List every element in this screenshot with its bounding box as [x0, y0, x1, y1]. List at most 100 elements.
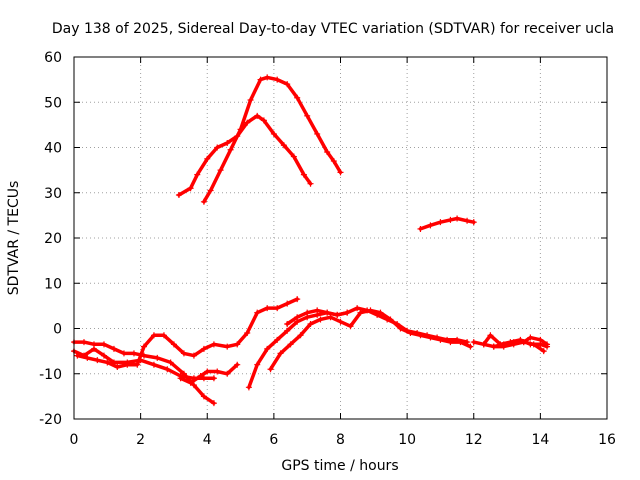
- data-point: [267, 366, 274, 373]
- data-point: [447, 216, 454, 223]
- data-point: [264, 345, 271, 352]
- data-point: [337, 318, 344, 325]
- data-point: [520, 339, 527, 346]
- data-point: [354, 305, 361, 312]
- grid: [74, 57, 607, 419]
- y-tick-label: 50: [44, 95, 62, 111]
- data-point: [80, 339, 87, 346]
- data-point: [114, 363, 121, 370]
- data-point: [270, 130, 277, 137]
- series-arc1: [175, 112, 314, 199]
- data-point: [417, 225, 424, 232]
- data-point: [190, 382, 197, 389]
- data-point: [210, 400, 217, 407]
- data-point: [254, 309, 261, 316]
- chart-title: Day 138 of 2025, Sidereal Day-to-day VTE…: [52, 21, 614, 37]
- x-tick-label: 10: [398, 432, 416, 448]
- data-point: [200, 198, 207, 205]
- data-point: [470, 219, 477, 226]
- x-tick-label: 12: [465, 432, 483, 448]
- data-point: [104, 359, 111, 366]
- data-point: [110, 345, 117, 352]
- data-point: [394, 320, 401, 327]
- data-point: [314, 130, 321, 137]
- data-point: [264, 305, 271, 312]
- y-tick-label: 40: [44, 141, 62, 157]
- y-axis-label: SDTVAR / TECUs: [6, 181, 22, 296]
- x-tick-label: 16: [598, 432, 616, 448]
- data-point: [290, 153, 297, 160]
- data-point: [527, 334, 534, 341]
- data-point: [344, 309, 351, 316]
- data-point: [254, 361, 261, 368]
- data-point: [207, 187, 214, 194]
- data-point: [294, 296, 301, 303]
- data-point: [224, 343, 231, 350]
- data-point: [294, 314, 301, 321]
- series-line: [418, 216, 476, 231]
- data-point: [294, 94, 301, 101]
- data-point: [244, 330, 251, 337]
- data-point: [90, 341, 97, 348]
- data-point: [100, 352, 107, 359]
- data-point: [307, 320, 314, 327]
- data-point: [247, 96, 254, 103]
- data-point: [140, 343, 147, 350]
- x-tick-label: 14: [531, 432, 549, 448]
- data-point: [167, 359, 174, 366]
- data-point: [170, 341, 177, 348]
- data-point: [224, 370, 231, 377]
- data-point: [280, 142, 287, 149]
- data-point: [180, 350, 187, 357]
- data-point: [464, 339, 471, 346]
- data-point: [217, 167, 224, 174]
- data-point: [510, 341, 517, 348]
- data-point: [274, 305, 281, 312]
- data-point: [384, 316, 391, 323]
- data-point: [357, 309, 364, 316]
- data-point: [347, 323, 354, 330]
- data-point: [274, 336, 281, 343]
- y-tick-label: 20: [44, 231, 62, 247]
- data-point: [434, 334, 441, 341]
- data-point: [200, 393, 207, 400]
- data-point: [437, 219, 444, 226]
- data-point: [334, 311, 341, 318]
- data-point: [204, 155, 211, 162]
- data-point: [210, 341, 217, 348]
- data-point: [150, 361, 157, 368]
- data-point: [245, 384, 252, 391]
- data-point: [180, 370, 187, 377]
- y-tick-label: 0: [53, 322, 62, 338]
- data-point: [187, 379, 194, 386]
- data-point: [404, 327, 411, 334]
- data-point: [324, 309, 331, 316]
- data-point: [177, 375, 184, 382]
- data-point: [175, 192, 182, 199]
- series-line: [177, 114, 313, 197]
- data-point: [374, 311, 381, 318]
- data-point: [214, 144, 221, 151]
- series-arc10: [284, 305, 471, 346]
- data-point: [200, 345, 207, 352]
- data-point: [530, 341, 537, 348]
- data-point: [284, 81, 291, 88]
- data-point: [444, 336, 451, 343]
- x-tick-label: 4: [203, 432, 212, 448]
- data-point: [204, 368, 211, 375]
- data-point: [124, 361, 131, 368]
- data-point: [197, 373, 204, 380]
- y-tick-label: 10: [44, 276, 62, 292]
- data-point: [284, 300, 291, 307]
- x-tick-label: 6: [269, 432, 278, 448]
- series-arc2: [200, 74, 344, 205]
- data-point: [74, 352, 81, 359]
- x-tick-label: 0: [70, 432, 79, 448]
- series-line: [247, 310, 349, 390]
- data-point: [304, 112, 311, 119]
- data-point: [120, 350, 127, 357]
- x-tick-label: 2: [136, 432, 145, 448]
- data-point: [284, 320, 291, 327]
- data-point: [214, 368, 221, 375]
